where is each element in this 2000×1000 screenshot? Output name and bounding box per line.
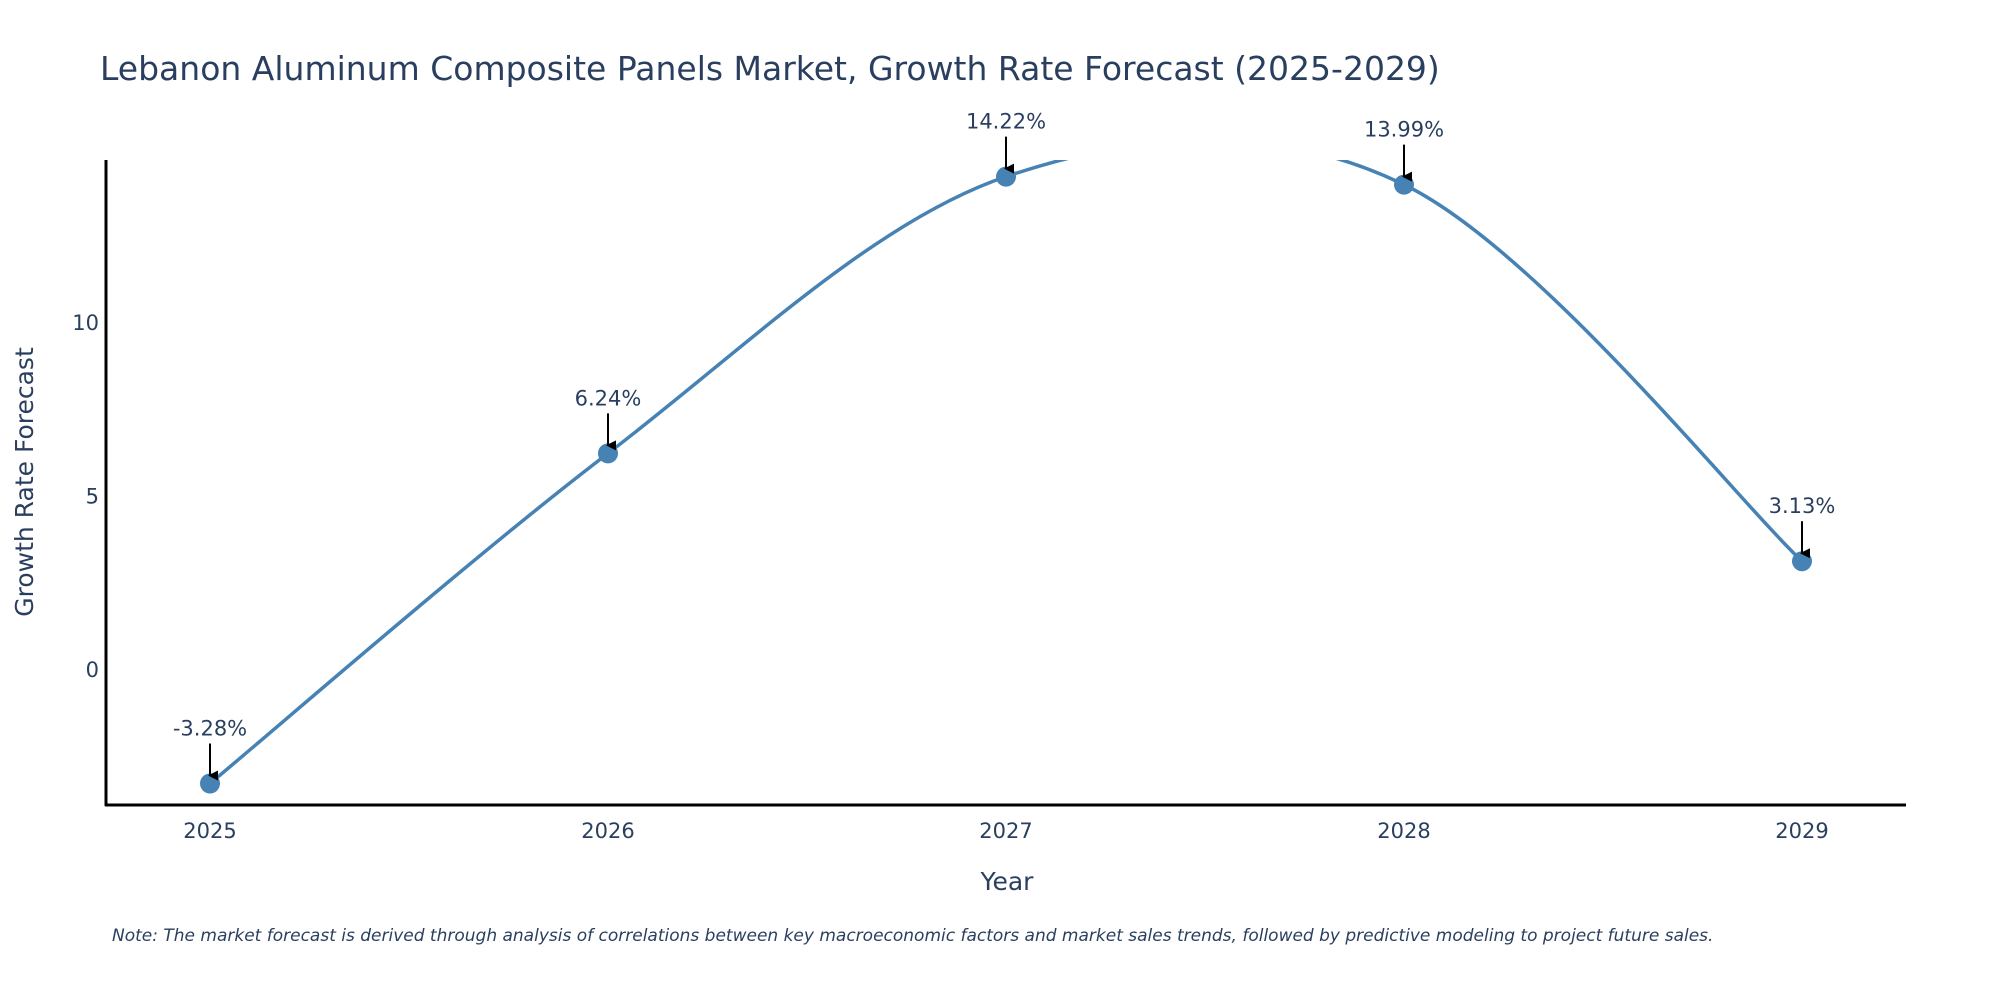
- x-tick-label-2027: 2027: [979, 819, 1032, 843]
- chart-title: Lebanon Aluminum Composite Panels Market…: [100, 49, 1440, 88]
- data-markers: [200, 166, 1812, 794]
- data-label-2028: 13.99%: [1364, 118, 1444, 142]
- plot-area: -3.28% 6.24% 14.22% 13.99% 3.13%: [173, 110, 1836, 794]
- y-tick-label-10: 10: [72, 311, 99, 335]
- data-annotations: -3.28% 6.24% 14.22% 13.99% 3.13%: [173, 110, 1836, 781]
- x-tick-label-2028: 2028: [1377, 819, 1430, 843]
- x-tick-label-2025: 2025: [183, 819, 236, 843]
- data-label-2027: 14.22%: [966, 110, 1046, 134]
- data-point-2029: [1792, 551, 1812, 572]
- data-point-2026: [598, 443, 618, 464]
- data-label-2026: 6.24%: [575, 386, 642, 410]
- y-axis-title: Growth Rate Forecast: [10, 347, 39, 617]
- data-label-2029: 3.13%: [1769, 494, 1836, 518]
- y-axis-ticks: 0 5 10: [72, 311, 99, 682]
- y-tick-label-0: 0: [86, 658, 99, 682]
- data-label-2025: -3.28%: [173, 717, 247, 741]
- x-tick-label-2026: 2026: [581, 819, 634, 843]
- data-point-2025: [200, 773, 220, 794]
- x-tick-label-2029: 2029: [1775, 819, 1828, 843]
- y-tick-label-5: 5: [86, 484, 99, 508]
- growth-rate-series-line: [208, 160, 1804, 785]
- forecast-note: Note: The market forecast is derived thr…: [112, 926, 1713, 946]
- data-point-2027: [996, 166, 1016, 187]
- data-point-2028: [1394, 174, 1414, 195]
- x-axis-ticks: 2025 2026 2027 2028 2029: [183, 819, 1828, 843]
- x-axis-title: Year: [980, 867, 1035, 896]
